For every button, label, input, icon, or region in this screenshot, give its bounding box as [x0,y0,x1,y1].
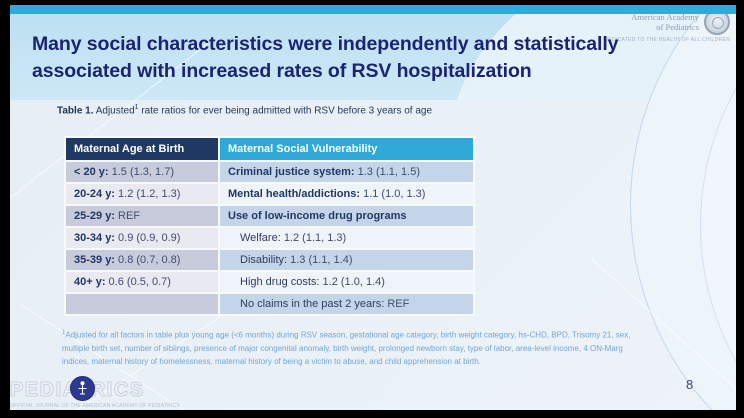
age-rate-ratio: REF [114,210,141,222]
social-rate-ratio: REF [384,298,410,310]
table-row: < 20 y: 1.5 (1.3, 1.7) Criminal justice s… [66,162,473,182]
social-label: Use of low-income drug programs [228,210,407,222]
age-label: 25-29 y: [74,210,115,222]
social-label: Mental health/addictions: [228,188,361,200]
age-label: 30-34 y: [74,232,115,244]
pediatrics-logo: PEDIATRICS OFFICIAL JOURNAL OF THE AMERI… [10,376,180,409]
top-accent-bar [10,5,736,14]
social-rate-ratio: 1.2 (1.0, 1.4) [319,276,385,288]
table-caption-text2: rate ratios for ever being admitted with… [138,105,433,117]
social-rate-ratio: 1.3 (1.1, 1.4) [287,254,353,266]
age-rate-ratio: 0.9 (0.9, 0.9) [114,232,181,244]
cell-maternal-age: 30-34 y: 0.9 (0.9, 0.9) [66,228,218,248]
aap-tagline: DEDICATED TO THE HEALTH OF ALL CHILDREN [604,37,730,43]
cell-social-vulnerability: Disability: 1.3 (1.1, 1.4) [220,250,473,270]
page-title: Many social characteristics were indepen… [32,31,724,85]
table-row: 30-34 y: 0.9 (0.9, 0.9) Welfare: 1.2 (1.1… [66,228,473,248]
table-body: < 20 y: 1.5 (1.3, 1.7) Criminal justice s… [66,162,473,314]
cell-social-vulnerability: No claims in the past 2 years: REF [220,294,473,314]
social-label: Criminal justice system: [228,166,355,178]
pediatrics-emblem-icon [70,376,95,401]
footnote-text: Adjusted for all factors in table plus y… [62,330,631,366]
table-row: 25-29 y: REF Use of low-income drug progr… [66,206,473,226]
table-header-maternal-age: Maternal Age at Birth [66,138,218,160]
age-label: 20-24 y: [74,188,115,200]
cell-maternal-age: 40+ y: 0.6 (0.5, 0.7) [66,272,218,292]
social-rate-ratio: 1.1 (1.0, 1.3) [360,188,426,200]
table-caption-label: Table 1. [57,105,94,117]
social-label: High drug costs: [240,276,320,288]
age-label: 40+ y: [74,276,106,288]
social-label: Welfare: [240,232,281,244]
pediatrics-tagline: OFFICIAL JOURNAL OF THE AMERICAN ACADEMY… [10,403,180,409]
table-caption-text: Adjusted [93,105,135,117]
age-rate-ratio: 1.5 (1.3, 1.7) [108,166,174,178]
age-rate-ratio: 0.8 (0.7, 0.8) [114,254,181,266]
table-caption: Table 1. Adjusted1 rate ratios for ever … [57,104,432,116]
social-label: No claims in the past 2 years: [240,298,385,310]
table-header-social-vulnerability: Maternal Social Vulnerability [220,138,473,160]
cell-maternal-age: 20-24 y: 1.2 (1.2, 1.3) [66,184,218,204]
footnote: 1Adjusted for all factors in table plus … [62,327,650,368]
slide: American Academy of Pediatrics DEDICATED… [10,5,736,410]
cell-maternal-age: < 20 y: 1.5 (1.3, 1.7) [66,162,218,182]
page-title-line2: associated with increased rates of RSV h… [32,60,532,82]
cell-social-vulnerability: Use of low-income drug programs [220,206,473,226]
table-row: 40+ y: 0.6 (0.5, 0.7) High drug costs: 1.… [66,272,473,292]
social-rate-ratio: 1.3 (1.1, 1.5) [354,166,420,178]
cell-social-vulnerability: Criminal justice system: 1.3 (1.1, 1.5) [220,162,473,182]
cell-maternal-age [66,294,218,314]
aap-logo-text: American Academy of Pediatrics [631,12,699,32]
age-label: < 20 y: [74,166,109,178]
age-rate-ratio: 0.6 (0.5, 0.7) [105,276,171,288]
footnote-superscript: 1 [62,330,66,336]
cell-maternal-age: 25-29 y: REF [66,206,218,226]
cell-social-vulnerability: Mental health/addictions: 1.1 (1.0, 1.3) [220,184,473,204]
table-header-row: Maternal Age at Birth Maternal Social Vu… [66,138,473,160]
cell-social-vulnerability: High drug costs: 1.2 (1.0, 1.4) [220,272,473,292]
table-row: 35-39 y: 0.8 (0.7, 0.8) Disability: 1.3 (… [66,250,473,270]
cell-maternal-age: 35-39 y: 0.8 (0.7, 0.8) [66,250,218,270]
rate-ratio-table: Maternal Age at Birth Maternal Social Vu… [64,136,475,316]
page-number: 8 [686,377,694,392]
aap-logo-line1: American Academy [631,12,699,22]
social-label: Disability: [240,254,288,266]
cell-social-vulnerability: Welfare: 1.2 (1.1, 1.3) [220,228,473,248]
aap-logo-line2: of Pediatrics [656,22,699,32]
age-label: 35-39 y: [74,254,115,266]
social-rate-ratio: 1.2 (1.1, 1.3) [280,232,347,244]
table-row: No claims in the past 2 years: REF [66,294,473,314]
age-rate-ratio: 1.2 (1.2, 1.3) [114,188,181,200]
table-caption-superscript: 1 [134,104,139,111]
page-title-line1: Many social characteristics were indepen… [32,33,619,55]
table-row: 20-24 y: 1.2 (1.2, 1.3) Mental health/add… [66,184,473,204]
